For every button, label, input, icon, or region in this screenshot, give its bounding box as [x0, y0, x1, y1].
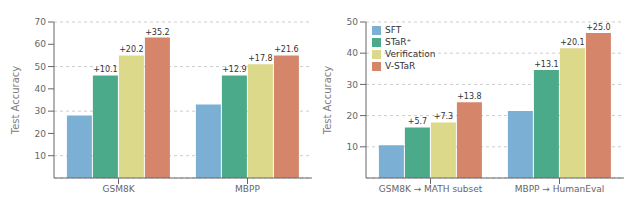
svg-text:60: 60: [35, 39, 47, 49]
svg-text:+13.8: +13.8: [457, 92, 482, 101]
svg-text:+7.3: +7.3: [434, 112, 453, 121]
html-text:Verification: Verification: [385, 49, 436, 59]
svg-text:70: 70: [35, 17, 47, 27]
svg-text:10: 10: [347, 142, 359, 152]
svg-text:MBPP → HumanEval: MBPP → HumanEval: [515, 184, 605, 194]
svg-text:20: 20: [347, 111, 359, 121]
svg-text:+17.8: +17.8: [248, 54, 273, 63]
svg-text:Test Accuracy: Test Accuracy: [322, 66, 333, 136]
svg-text:+10.1: +10.1: [93, 65, 118, 74]
html-text:SFT: SFT: [385, 25, 402, 35]
svg-text:50: 50: [347, 17, 359, 27]
svg-text:+25.0: +25.0: [586, 23, 611, 32]
svg-text:10: 10: [35, 151, 47, 161]
svg-text:+21.6: +21.6: [274, 45, 299, 54]
svg-text:40: 40: [35, 84, 47, 94]
svg-text:+13.1: +13.1: [534, 60, 559, 69]
svg-text:30: 30: [35, 106, 47, 116]
svg-text:+35.2: +35.2: [145, 28, 170, 37]
svg-text:Test Accuracy: Test Accuracy: [10, 66, 21, 136]
svg-text:20: 20: [35, 129, 47, 139]
svg-text:+5.7: +5.7: [408, 117, 427, 126]
svg-text:MBPP: MBPP: [235, 184, 260, 194]
svg-text:40: 40: [347, 48, 359, 58]
svg-text:30: 30: [347, 80, 359, 90]
svg-text:GSM8K: GSM8K: [102, 184, 135, 194]
svg-text:+20.1: +20.1: [560, 38, 585, 47]
svg-text:GSM8K → MATH subset: GSM8K → MATH subset: [379, 184, 483, 194]
html-text:V-STaR: V-STaR: [385, 61, 416, 71]
svg-text:+20.2: +20.2: [119, 45, 144, 54]
svg-text:50: 50: [35, 62, 47, 72]
html-text:STaR⁺: STaR⁺: [385, 37, 412, 47]
svg-text:+12.9: +12.9: [222, 65, 247, 74]
